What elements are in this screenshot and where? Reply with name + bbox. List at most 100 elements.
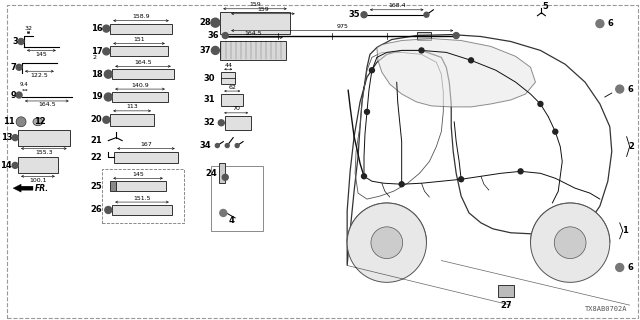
Circle shape [12,135,18,140]
Text: 6: 6 [628,84,634,93]
Text: 37: 37 [200,46,211,55]
Text: 145: 145 [36,52,47,57]
Text: TX8AB0702A: TX8AB0702A [585,306,628,312]
Text: 21: 21 [91,136,102,145]
Text: 30: 30 [204,74,215,83]
Circle shape [222,174,228,180]
Bar [110,46,168,56]
Polygon shape [377,38,536,107]
Circle shape [538,101,543,107]
Bar [211,166,263,231]
Text: 100.1: 100.1 [29,178,47,183]
Circle shape [16,117,26,127]
Circle shape [215,144,220,148]
Text: 28: 28 [200,18,211,27]
Bar [220,41,285,60]
Bar [112,205,172,215]
Text: 70: 70 [232,106,240,111]
Bar [221,94,243,106]
Text: 167: 167 [140,142,152,147]
Circle shape [235,144,239,148]
Text: 7: 7 [10,63,16,72]
Text: 122.5: 122.5 [31,73,48,78]
Circle shape [596,20,604,28]
Circle shape [103,48,110,55]
Text: 11: 11 [3,117,15,126]
Circle shape [104,70,112,78]
Polygon shape [13,184,33,192]
Text: 22: 22 [91,153,102,162]
Bar [110,181,116,191]
Bar [221,72,235,84]
Text: 2: 2 [628,142,634,151]
Text: 113: 113 [126,104,138,109]
Text: 24: 24 [205,169,218,178]
Bar [220,12,290,34]
Text: 151.5: 151.5 [133,196,151,201]
Text: 159: 159 [257,7,269,12]
Circle shape [531,203,610,282]
Text: 155.3: 155.3 [35,150,52,155]
Circle shape [104,93,112,101]
Circle shape [365,109,369,114]
Circle shape [419,48,424,53]
Circle shape [399,182,404,187]
Text: 151: 151 [133,37,145,42]
Text: 25: 25 [91,182,102,191]
Circle shape [371,227,403,259]
Circle shape [18,38,24,44]
Text: 12: 12 [34,117,45,126]
Text: 32: 32 [204,118,215,127]
Text: 34: 34 [200,141,211,150]
Text: 9.4: 9.4 [20,82,29,87]
Bar [115,151,178,164]
Circle shape [222,33,228,38]
Bar [220,164,225,183]
Text: 4: 4 [228,216,234,225]
Text: 17: 17 [91,47,102,56]
Text: 16: 16 [91,24,102,33]
Circle shape [218,120,224,126]
Text: 158.9: 158.9 [132,14,150,19]
Bar [112,92,168,102]
Bar [110,114,154,126]
Text: 6: 6 [628,263,634,272]
Bar [225,116,251,130]
Circle shape [16,64,22,70]
Circle shape [362,174,367,179]
Text: FR.: FR. [35,184,49,193]
Text: 140.9: 140.9 [131,83,149,88]
Ellipse shape [33,118,43,126]
Bar [110,24,172,34]
Circle shape [361,12,367,18]
Circle shape [225,144,229,148]
Text: 44: 44 [224,63,232,68]
Text: 159: 159 [249,2,261,7]
Circle shape [616,263,624,271]
Circle shape [12,163,18,168]
Text: 164.5: 164.5 [244,31,262,36]
Bar [116,181,166,191]
Circle shape [103,116,110,123]
Circle shape [105,206,112,213]
Text: 1: 1 [621,226,628,235]
Circle shape [16,92,22,98]
Circle shape [220,210,227,216]
Circle shape [424,12,429,17]
Text: 35: 35 [348,10,360,19]
Text: 62: 62 [228,84,236,90]
Circle shape [453,33,459,38]
Text: 164.5: 164.5 [38,102,56,108]
Circle shape [459,177,463,182]
Text: 168.4: 168.4 [388,3,406,8]
Text: 32: 32 [24,26,33,31]
Bar [18,157,58,173]
Circle shape [369,68,374,73]
Text: 6: 6 [608,19,614,28]
Circle shape [553,129,558,134]
Text: 20: 20 [91,115,102,124]
Text: 27: 27 [500,301,511,310]
Circle shape [554,227,586,259]
Bar [498,285,514,297]
Text: 19: 19 [91,92,102,101]
